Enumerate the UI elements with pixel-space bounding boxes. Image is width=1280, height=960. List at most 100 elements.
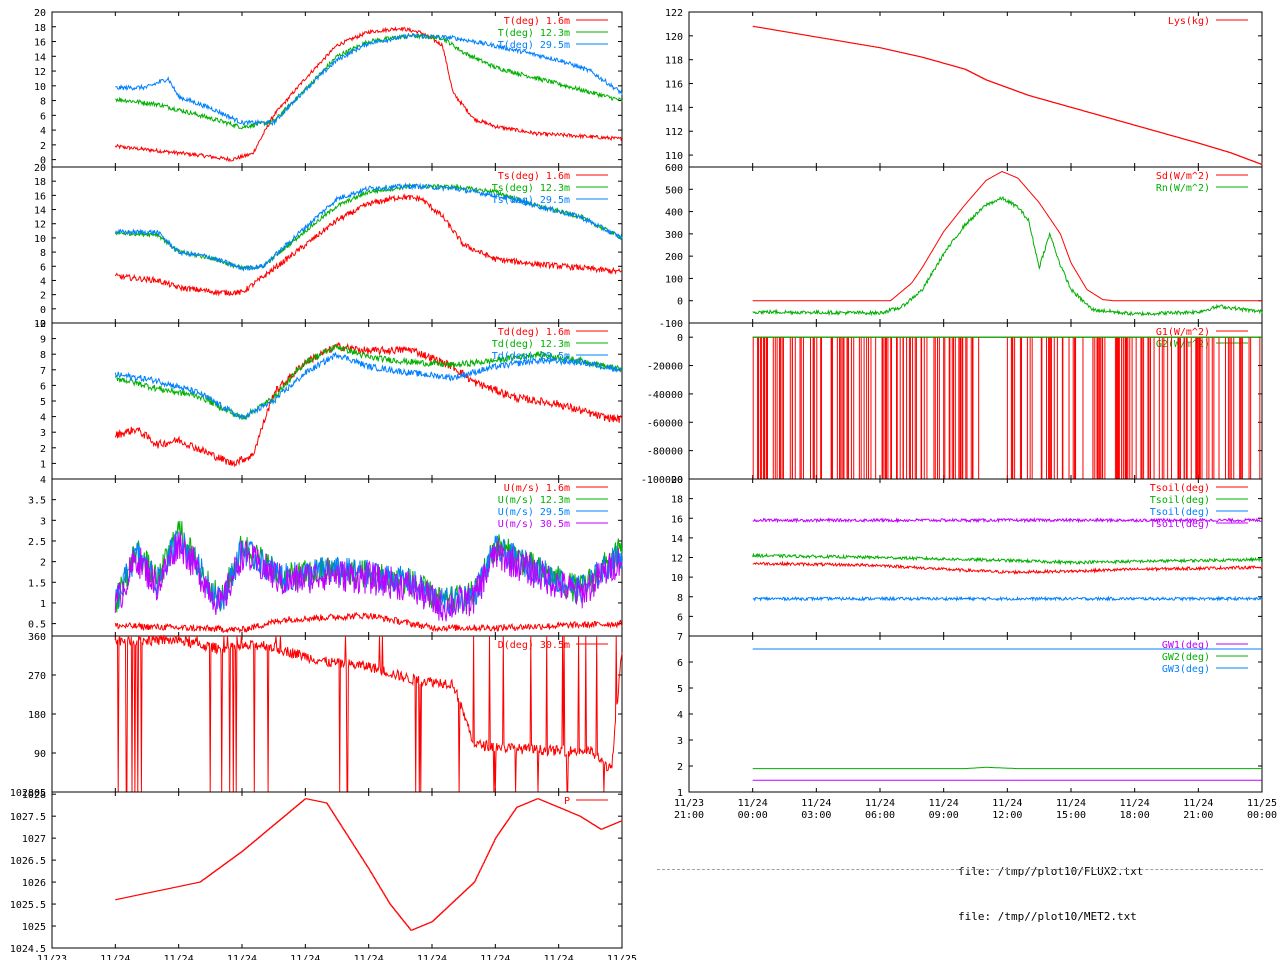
y-tick-label-p_tsoil: 10 xyxy=(671,573,683,584)
y-tick-label-p_sd: 0 xyxy=(677,297,683,308)
x-tick-time: 12:00 xyxy=(992,810,1022,821)
y-tick-label-p_t: 20 xyxy=(34,8,46,19)
y-tick-label-p_sd: 500 xyxy=(665,185,683,196)
y-tick-label-p_sd: -100 xyxy=(659,319,683,330)
legend-label-p_tsoil-3: Tsoil(deg) xyxy=(1150,519,1210,530)
y-tick-label-p_lys: 116 xyxy=(665,80,683,91)
series-line-p_tsoil-0 xyxy=(752,560,1263,575)
y-tick-label-p_sd: 400 xyxy=(665,208,683,219)
x-tick-date: 11/25 xyxy=(1247,798,1277,809)
y-tick-label-p_t: 12 xyxy=(34,67,46,78)
legend-label-p_ts-2: Ts(deg) 29.5m xyxy=(492,195,570,206)
y-tick-label-p_u: 2.5 xyxy=(28,537,46,548)
y-tick-label-p_td: 3 xyxy=(40,428,46,439)
legend-label-p_td-1: Td(deg) 12.3m xyxy=(492,339,570,350)
series-line-p_tsoil-1 xyxy=(752,552,1263,566)
y-tick-label-p_g: -60000 xyxy=(647,418,683,429)
x-tick-date: 11/24 xyxy=(1183,798,1213,809)
y-tick-label-p_u: 2 xyxy=(40,558,46,569)
y-tick-label-p_td: 6 xyxy=(40,381,46,392)
legend-label-p_sd-0: Sd(W/m^2) xyxy=(1156,171,1210,182)
series-line-p_ts-0 xyxy=(114,193,623,297)
series-line-p_d-0 xyxy=(114,634,623,793)
y-tick-label-p_t: 4 xyxy=(40,126,46,137)
x-tick-date: 11/24 xyxy=(544,954,574,960)
y-tick-label-p_tsoil: 6 xyxy=(677,612,683,623)
y-tick-label-p_gw: 3 xyxy=(677,736,683,747)
legend-label-p_u-3: U(m/s) 30.5m xyxy=(498,519,570,530)
y-tick-label-p_ts: 6 xyxy=(40,262,46,273)
y-tick-label-p_td: 8 xyxy=(40,350,46,361)
y-tick-label-p_ts: 18 xyxy=(34,177,46,188)
series-line-p_td-1 xyxy=(114,344,623,421)
series-line-p_td-2 xyxy=(114,352,623,421)
y-tick-label-p_ts: 16 xyxy=(34,191,46,202)
series-line-p_u-0 xyxy=(114,611,623,634)
y-tick-label-p_gw: 1 xyxy=(677,788,683,799)
y-tick-label-p_d: 180 xyxy=(28,710,46,721)
file-list: file: /tmp//plot10/FLUX2.txt file: /tmp/… xyxy=(958,834,1143,939)
x-tick-date: 11/24 xyxy=(1120,798,1150,809)
series-line-p_tsoil-3 xyxy=(752,517,1263,524)
y-tick-label-p_ts: 0 xyxy=(40,305,46,316)
y-tick-label-p_tsoil: 16 xyxy=(671,514,683,525)
y-tick-label-p_gw: 5 xyxy=(677,684,683,695)
legend-label-p_td-0: Td(deg) 1.6m xyxy=(498,327,570,338)
y-tick-label-p_td: 9 xyxy=(40,335,46,346)
panel-frame-p_p xyxy=(51,791,623,949)
y-tick-label-p_u: 0.5 xyxy=(28,620,46,631)
series-line-p_t-0 xyxy=(114,26,623,163)
y-tick-label-p_u: 4 xyxy=(40,475,46,486)
y-tick-label-p_p: 1024.5 xyxy=(10,944,46,955)
legend-label-p_gw-0: GW1(deg) xyxy=(1162,640,1210,651)
y-tick-label-p_td: 4 xyxy=(40,413,46,424)
y-tick-label-p_d: 90 xyxy=(34,749,46,760)
series-line-p_tsoil-2 xyxy=(752,595,1263,602)
y-tick-label-p_p: 1028 xyxy=(22,790,46,801)
y-tick-label-p_g: -40000 xyxy=(647,390,683,401)
x-tick-date: 11/24 xyxy=(417,954,447,960)
x-tick-date: 11/24 xyxy=(164,954,194,960)
y-tick-label-p_gw: 7 xyxy=(677,632,683,643)
x-tick-time: 21:00 xyxy=(1183,810,1213,821)
y-tick-label-p_sd: 300 xyxy=(665,230,683,241)
legend-label-p_u-2: U(m/s) 29.5m xyxy=(498,507,570,518)
legend-label-p_ts-0: Ts(deg) 1.6m xyxy=(498,171,570,182)
y-tick-label-p_u: 3 xyxy=(40,516,46,527)
y-tick-label-p_td: 10 xyxy=(34,319,46,330)
x-tick-date: 11/24 xyxy=(992,798,1022,809)
y-tick-label-p_sd: 100 xyxy=(665,274,683,285)
y-tick-label-p_ts: 8 xyxy=(40,248,46,259)
x-tick-date: 11/24 xyxy=(801,798,831,809)
x-tick-date: 11/24 xyxy=(929,798,959,809)
y-tick-label-p_t: 10 xyxy=(34,82,46,93)
y-tick-label-p_ts: 4 xyxy=(40,276,46,287)
x-tick-time: 18:00 xyxy=(1120,810,1150,821)
legend-label-p_gw-2: GW3(deg) xyxy=(1162,664,1210,675)
file-label-flux: file: /tmp//plot10/FLUX2.txt xyxy=(958,865,1144,878)
y-tick-label-p_lys: 122 xyxy=(665,8,683,19)
x-tick-date: 11/24 xyxy=(738,798,768,809)
y-tick-label-p_ts: 10 xyxy=(34,234,46,245)
y-tick-label-p_p: 102805 xyxy=(10,788,46,799)
y-tick-label-p_d: 360 xyxy=(28,632,46,643)
y-tick-label-p_ts: 12 xyxy=(34,220,46,231)
legend-label-p_tsoil-2: Tsoil(deg) xyxy=(1150,507,1210,518)
x-tick-date: 11/24 xyxy=(290,954,320,960)
legend-label-p_t-1: T(deg) 12.3m xyxy=(498,28,570,39)
y-tick-label-p_g: -20000 xyxy=(647,362,683,373)
y-tick-label-p_tsoil: 8 xyxy=(677,593,683,604)
series-line-p_gw-1 xyxy=(752,766,1262,770)
y-tick-label-p_tsoil: 14 xyxy=(671,534,683,545)
y-tick-label-p_tsoil: 20 xyxy=(671,475,683,486)
y-tick-label-p_ts: 2 xyxy=(40,291,46,302)
series-line-p_sd-1 xyxy=(752,195,1263,317)
y-tick-label-p_gw: 2 xyxy=(677,762,683,773)
y-tick-label-p_td: 5 xyxy=(40,397,46,408)
y-tick-label-p_g: 0 xyxy=(677,333,683,344)
y-tick-label-p_tsoil: 12 xyxy=(671,554,683,565)
y-tick-label-p_lys: 114 xyxy=(665,103,683,114)
series-line-p_ts-2 xyxy=(114,182,623,272)
footer-divider xyxy=(657,869,1263,870)
